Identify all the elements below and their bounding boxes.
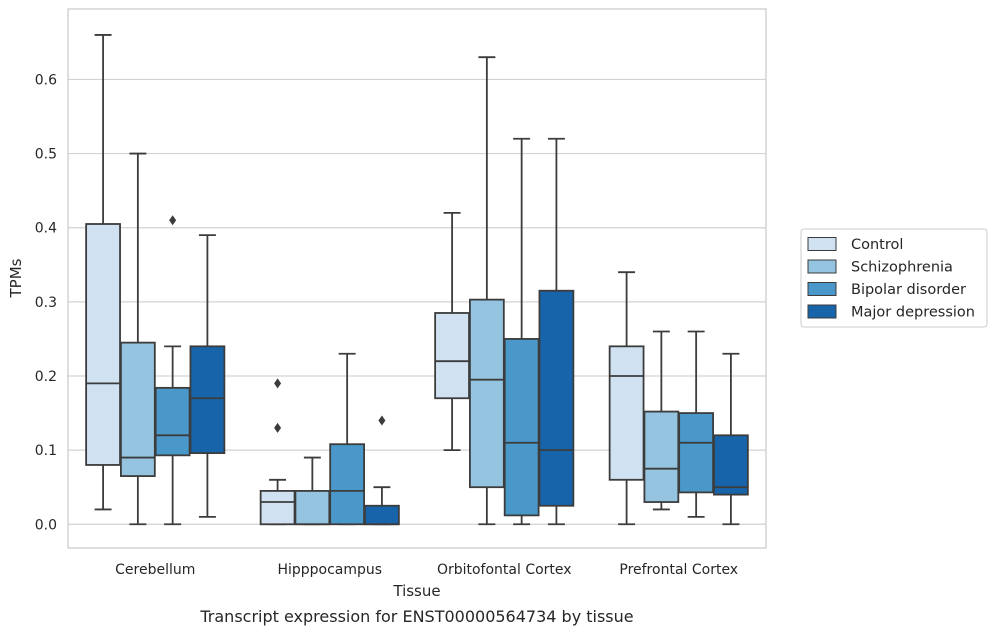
box-body (154, 386, 191, 457)
chart-caption: Transcript expression for ENST0000056473… (199, 607, 633, 626)
legend-swatch (807, 259, 837, 274)
box-layer (85, 34, 749, 526)
box-hipppocampus-bipolar-disorder (329, 352, 365, 526)
box-prefrontal-cortex-control (608, 271, 645, 526)
box-cerebellum-schizophrenia (120, 152, 156, 526)
legend-swatch (807, 237, 837, 251)
box-hipppocampus-schizophrenia (294, 456, 331, 526)
box-orbitofontal-cortex-bipolar-disorder (503, 137, 540, 526)
box-body (329, 443, 365, 526)
box-prefrontal-cortex-major-depression (713, 352, 749, 526)
y-tick-label: 0.2 (35, 369, 57, 385)
box-body (469, 298, 505, 489)
y-tick-label: 0.0 (35, 517, 57, 533)
box-body (364, 504, 400, 526)
y-tick-labels: 0.0 0.1 0.2 0.3 0.4 0.5 0.6 (35, 72, 57, 533)
box-body (678, 412, 714, 494)
box-cerebellum-bipolar-disorder (154, 215, 191, 526)
legend-swatch (807, 282, 837, 296)
x-tick-label: Prefrontal Cortex (619, 562, 738, 578)
box-body (643, 410, 680, 503)
outlier-point (274, 378, 282, 389)
y-tick-label: 0.4 (35, 221, 57, 237)
outlier-point (274, 422, 282, 433)
legend-label: Bipolar disorder (851, 282, 966, 298)
x-tick-label: Cerebellum (115, 562, 195, 578)
y-tick-label: 0.6 (35, 72, 57, 88)
box-body (85, 223, 121, 466)
x-tick-labels: Cerebellum Hipppocampus Orbitofontal Corte… (115, 562, 738, 578)
box-prefrontal-cortex-bipolar-disorder (678, 330, 714, 518)
plot-frame (67, 8, 767, 549)
box-orbitofontal-cortex-schizophrenia (469, 56, 505, 526)
box-cerebellum-major-depression (189, 234, 226, 518)
box-body (538, 289, 575, 507)
box-orbitofontal-cortex-control (434, 211, 470, 452)
box-orbitofontal-cortex-major-depression (538, 137, 575, 526)
y-tick-label: 0.5 (35, 147, 57, 163)
legend: Control Schizophrenia Bipolar disorder Majo… (800, 228, 988, 328)
legend-swatch (807, 304, 837, 319)
x-tick-label: Orbitofontal Cortex (437, 562, 572, 578)
box-prefrontal-cortex-schizophrenia (643, 330, 680, 511)
box-body (259, 490, 296, 526)
x-tick-label: Hipppocampus (277, 562, 382, 578)
outlier-point (378, 415, 386, 426)
box-body (608, 345, 645, 481)
box-body (294, 490, 331, 526)
outlier-point (169, 215, 177, 226)
box-body (713, 434, 749, 496)
box-hipppocampus-control (259, 378, 296, 526)
x-axis-label: Tissue (392, 582, 440, 600)
y-axis-label: TPMs (7, 258, 25, 298)
legend-frame (800, 228, 988, 328)
y-tick-label: 0.3 (35, 295, 57, 311)
box-hipppocampus-major-depression (364, 415, 400, 526)
legend-label: Control (851, 237, 903, 253)
legend-label: Schizophrenia (851, 260, 953, 276)
box-body (189, 345, 226, 455)
legend-label: Major depression (851, 305, 975, 321)
box-body (503, 338, 540, 517)
box-cerebellum-control (85, 34, 121, 511)
box-body (120, 341, 156, 477)
box-body (434, 312, 470, 400)
y-tick-label: 0.1 (35, 443, 57, 459)
